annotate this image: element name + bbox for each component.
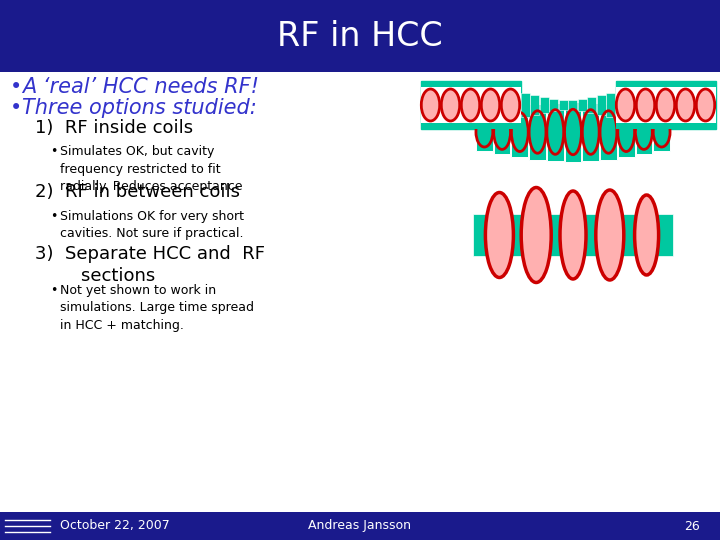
Ellipse shape: [441, 89, 459, 121]
Text: •: •: [10, 98, 22, 118]
Text: 3)  Separate HCC and  RF
        sections: 3) Separate HCC and RF sections: [35, 245, 265, 285]
FancyBboxPatch shape: [521, 93, 530, 117]
Text: Simulates OK, but cavity
frequency restricted to fit
radially. Reduces acceptanc: Simulates OK, but cavity frequency restr…: [60, 145, 243, 193]
FancyBboxPatch shape: [653, 113, 670, 151]
FancyBboxPatch shape: [583, 214, 599, 256]
Text: October 22, 2007: October 22, 2007: [60, 519, 170, 532]
FancyBboxPatch shape: [531, 96, 539, 114]
Text: 1)  RF inside coils: 1) RF inside coils: [35, 119, 193, 137]
Ellipse shape: [634, 195, 659, 275]
FancyBboxPatch shape: [564, 102, 581, 162]
FancyBboxPatch shape: [420, 81, 521, 129]
FancyBboxPatch shape: [476, 113, 492, 151]
FancyBboxPatch shape: [616, 87, 716, 123]
FancyBboxPatch shape: [577, 99, 587, 111]
Text: •: •: [50, 145, 58, 158]
Text: Three options studied:: Three options studied:: [22, 98, 257, 118]
FancyBboxPatch shape: [529, 104, 546, 160]
Ellipse shape: [636, 89, 654, 121]
Ellipse shape: [521, 187, 552, 282]
Ellipse shape: [560, 191, 586, 279]
Ellipse shape: [657, 89, 675, 121]
Ellipse shape: [696, 89, 715, 121]
Ellipse shape: [616, 89, 635, 121]
FancyBboxPatch shape: [420, 81, 521, 87]
Text: RF in HCC: RF in HCC: [277, 19, 443, 52]
FancyBboxPatch shape: [546, 214, 562, 256]
Ellipse shape: [421, 89, 440, 121]
FancyBboxPatch shape: [473, 214, 489, 256]
FancyBboxPatch shape: [606, 93, 615, 117]
Text: •: •: [10, 77, 22, 97]
FancyBboxPatch shape: [620, 214, 636, 256]
FancyBboxPatch shape: [616, 123, 716, 129]
Ellipse shape: [676, 89, 695, 121]
FancyBboxPatch shape: [549, 99, 558, 111]
Text: •: •: [50, 210, 58, 223]
FancyBboxPatch shape: [600, 104, 617, 160]
FancyBboxPatch shape: [420, 123, 521, 129]
FancyBboxPatch shape: [511, 106, 528, 158]
FancyBboxPatch shape: [559, 100, 567, 110]
FancyBboxPatch shape: [616, 81, 716, 87]
FancyBboxPatch shape: [588, 98, 596, 112]
FancyBboxPatch shape: [0, 512, 720, 540]
FancyBboxPatch shape: [636, 110, 652, 154]
Text: Simulations OK for very short
cavities. Not sure if practical.: Simulations OK for very short cavities. …: [60, 210, 244, 240]
Ellipse shape: [481, 89, 500, 121]
Ellipse shape: [462, 89, 480, 121]
FancyBboxPatch shape: [0, 0, 720, 72]
Text: •: •: [50, 284, 58, 297]
FancyBboxPatch shape: [510, 214, 526, 256]
FancyBboxPatch shape: [420, 87, 521, 123]
FancyBboxPatch shape: [657, 214, 673, 256]
Text: Not yet shown to work in
simulations. Large time spread
in HCC + matching.: Not yet shown to work in simulations. La…: [60, 284, 254, 332]
FancyBboxPatch shape: [0, 512, 55, 540]
Text: 26: 26: [684, 519, 700, 532]
FancyBboxPatch shape: [494, 110, 510, 154]
FancyBboxPatch shape: [540, 98, 549, 112]
FancyBboxPatch shape: [582, 103, 599, 161]
FancyBboxPatch shape: [618, 106, 634, 158]
Text: Andreas Jansson: Andreas Jansson: [308, 519, 412, 532]
FancyBboxPatch shape: [568, 100, 577, 110]
Ellipse shape: [595, 190, 624, 280]
FancyBboxPatch shape: [597, 96, 606, 114]
Ellipse shape: [501, 89, 520, 121]
FancyBboxPatch shape: [616, 81, 716, 129]
FancyBboxPatch shape: [547, 103, 564, 161]
Text: 2)  RF in between coils: 2) RF in between coils: [35, 183, 240, 201]
Ellipse shape: [485, 192, 513, 278]
Text: A ‘real’ HCC needs RF!: A ‘real’ HCC needs RF!: [22, 77, 259, 97]
